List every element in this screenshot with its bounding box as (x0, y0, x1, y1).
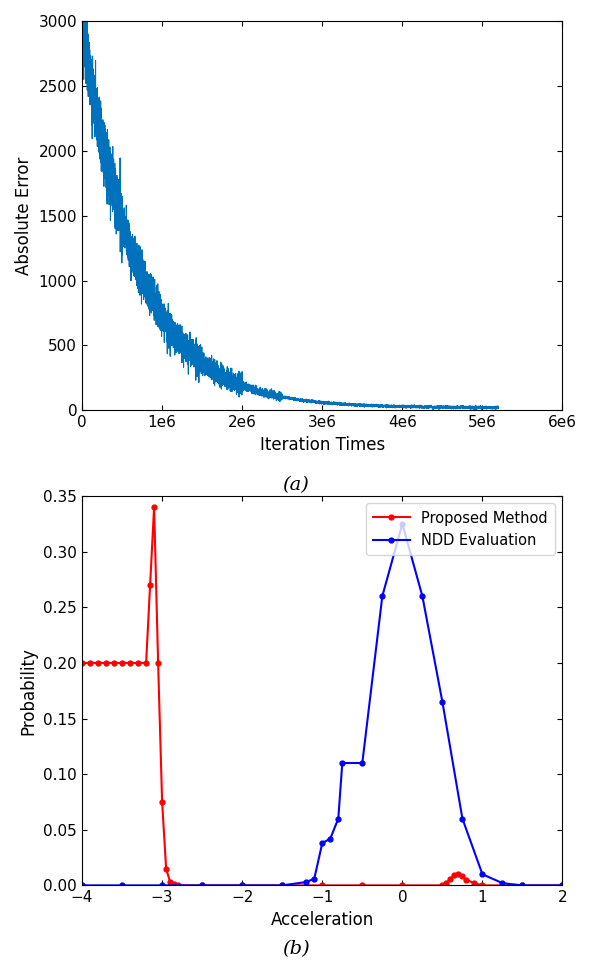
Proposed Method (447, 873, 454, 885)
Proposed Method (175, 880, 182, 892)
NDD Evaluation (79, 880, 86, 892)
NDD Evaluation (327, 832, 334, 844)
NDD Evaluation (334, 813, 342, 825)
Proposed Method (143, 657, 150, 669)
Proposed Method (102, 657, 110, 669)
Proposed Method (170, 879, 178, 891)
Text: (a): (a) (282, 476, 310, 495)
NDD Evaluation (399, 518, 406, 529)
NDD Evaluation (303, 876, 310, 888)
Legend: Proposed Method, NDD Evaluation: Proposed Method, NDD Evaluation (366, 503, 555, 556)
Proposed Method (451, 869, 458, 881)
Proposed Method (318, 880, 326, 892)
NDD Evaluation (499, 877, 506, 889)
NDD Evaluation (279, 880, 286, 892)
Proposed Method (198, 880, 205, 892)
NDD Evaluation (198, 880, 205, 892)
Proposed Method (95, 657, 102, 669)
Proposed Method (163, 862, 170, 874)
NDD Evaluation (439, 696, 446, 708)
NDD Evaluation (339, 757, 346, 769)
Proposed Method (86, 657, 94, 669)
Proposed Method (455, 868, 462, 880)
Proposed Method (443, 877, 450, 889)
Proposed Method (239, 880, 246, 892)
NDD Evaluation (239, 880, 246, 892)
Proposed Method (118, 657, 126, 669)
NDD Evaluation (559, 880, 566, 892)
NDD Evaluation (311, 873, 318, 885)
Proposed Method (399, 880, 406, 892)
NDD Evaluation (359, 757, 366, 769)
NDD Evaluation (318, 837, 326, 849)
Proposed Method (479, 880, 486, 892)
Line: Proposed Method: Proposed Method (79, 504, 565, 888)
Proposed Method (166, 876, 173, 888)
Proposed Method (111, 657, 118, 669)
Proposed Method (159, 796, 166, 807)
Proposed Method (127, 657, 134, 669)
Proposed Method (471, 877, 478, 889)
Proposed Method (134, 657, 141, 669)
Proposed Method (359, 880, 366, 892)
Y-axis label: Absolute Error: Absolute Error (15, 157, 33, 275)
Y-axis label: Probability: Probability (20, 647, 38, 735)
X-axis label: Acceleration: Acceleration (271, 911, 374, 929)
Proposed Method (463, 874, 470, 886)
Proposed Method (79, 657, 86, 669)
X-axis label: Iteration Times: Iteration Times (260, 436, 385, 454)
NDD Evaluation (419, 590, 426, 602)
Line: NDD Evaluation: NDD Evaluation (79, 522, 565, 888)
Proposed Method (155, 657, 162, 669)
Proposed Method (279, 880, 286, 892)
NDD Evaluation (118, 880, 126, 892)
Proposed Method (559, 880, 566, 892)
Proposed Method (150, 501, 157, 513)
Proposed Method (439, 880, 446, 892)
NDD Evaluation (159, 880, 166, 892)
Proposed Method (147, 579, 154, 590)
NDD Evaluation (459, 813, 466, 825)
Proposed Method (519, 880, 526, 892)
NDD Evaluation (379, 590, 386, 602)
NDD Evaluation (519, 880, 526, 892)
Text: (b): (b) (282, 940, 310, 958)
NDD Evaluation (479, 868, 486, 880)
Proposed Method (459, 870, 466, 882)
